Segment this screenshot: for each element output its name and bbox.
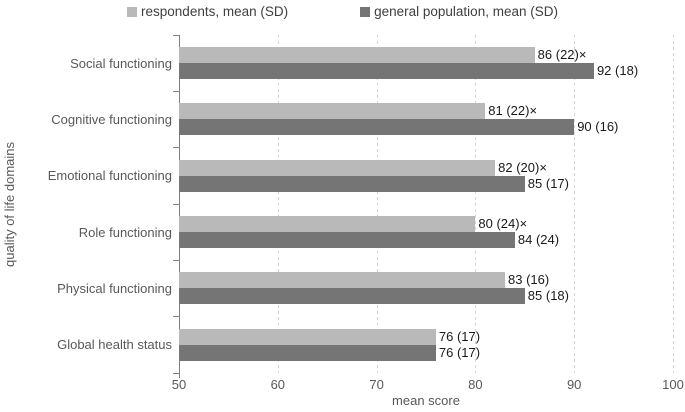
category-axis: Social functioning Cognitive functioning E… [20,35,172,373]
gridline-60 [277,35,279,373]
bar-value-label: 84 (24) [517,232,560,248]
bar-line: 76 (17) [179,344,673,361]
category-band: 83 (16) 85 (18) [179,260,673,316]
legend-item-respondents: respondents, mean (SD) [127,4,288,19]
y-axis-tick [173,147,179,149]
x-axis-tick-label: 60 [270,377,286,392]
bar-line: 85 (18) [179,288,673,305]
bar-line: 86 (22)× [179,47,673,64]
x-axis-tick-label: 100 [662,377,684,392]
x-axis-tick-label: 50 [171,377,187,392]
legend-label-general-population: general population, mean (SD) [374,4,558,19]
bar-value-label: 92 (18) [596,63,639,79]
bar-value-label: 82 (20)× [498,159,547,175]
bar-respondents [179,103,486,120]
x-axis-tick-labels: 50 60 70 80 90 100 [172,377,684,392]
bar-value-label: 90 (16) [577,119,619,135]
bar-value-label: 76 (17) [438,344,481,360]
bar-general-population [179,63,594,80]
category-band: 80 (24)× 84 (24) [179,204,673,260]
y-axis-tick [173,90,179,92]
bar-line: 83 (16) [179,272,673,289]
category-label: Global health status [57,337,172,353]
category-band: 76 (17) 76 (17) [179,317,673,373]
legend-item-general-population: general population, mean (SD) [360,4,558,19]
category-band: 82 (20)× 85 (17) [179,148,673,204]
bar-value-label: 85 (17) [527,175,569,191]
y-axis-tick [173,34,179,36]
gridline-100 [673,35,674,373]
category-label: Role functioning [78,224,172,240]
y-axis-title: quality of life domains [2,141,17,267]
gridline-70 [376,35,378,373]
bar-general-population [179,175,525,192]
y-axis-tick [173,372,179,374]
category-label: Emotional functioning [47,168,172,184]
bar-line: 84 (24) [179,232,673,249]
bar-general-population [179,288,525,305]
gridline-90 [574,35,576,373]
legend-swatch-respondents [127,6,138,17]
y-axis-line [179,35,180,378]
bar-respondents [179,159,496,176]
plot-area: 86 (22)× 92 (18) 81 (22)× 90 (16) 82 (20)× 85… [173,34,674,378]
bar-line: 82 (20)× [179,159,673,176]
x-axis-title: mean score [392,393,460,408]
legend-swatch-general-population [360,6,371,17]
bar-line: 80 (24)× [179,216,673,233]
bar-value-label: 83 (16) [508,272,550,288]
x-axis-tick-label: 80 [468,377,483,392]
bar-line: 92 (18) [179,63,673,80]
gridline-80 [475,35,477,373]
y-axis-tick [173,259,179,261]
x-axis-tick-label: 70 [369,377,384,392]
category-label: Social functioning [70,55,172,71]
bar-rows: 86 (22)× 92 (18) 81 (22)× 90 (16) 82 (20)× 85… [179,35,673,373]
bar-line: 90 (16) [179,119,673,136]
legend: respondents, mean (SD) general populatio… [0,4,685,19]
bar-value-label: 81 (22)× [488,103,538,119]
bar-respondents [179,47,535,64]
bar-value-label: 85 (18) [527,288,569,304]
bar-general-population [179,119,575,136]
bar-respondents [179,216,476,233]
bar-line: 85 (17) [179,175,673,192]
bar-value-label: 86 (22)× [537,47,587,63]
bar-respondents [179,328,436,345]
category-band: 86 (22)× 92 (18) [179,35,673,91]
bar-general-population [179,344,436,361]
bar-value-label: 80 (24)× [478,216,528,232]
bar-line: 76 (17) [179,328,673,345]
bar-line: 81 (22)× [179,103,673,120]
bar-general-population [179,232,515,249]
legend-label-respondents: respondents, mean (SD) [141,4,289,19]
category-label: Cognitive functioning [51,111,172,127]
bar-value-label: 76 (17) [438,328,481,344]
y-axis-tick [173,203,179,205]
bar-respondents [179,272,506,289]
category-label: Physical functioning [57,280,172,296]
category-band: 81 (22)× 90 (16) [179,91,673,147]
x-axis-tick-label: 90 [566,377,582,392]
y-axis-tick [173,316,179,318]
